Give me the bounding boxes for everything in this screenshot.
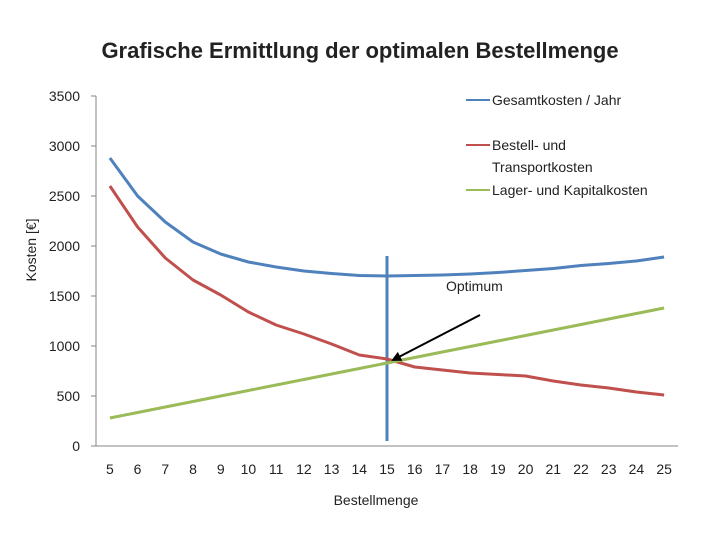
series-line-1: [108, 157, 665, 278]
x-tick-label: 18: [462, 461, 478, 477]
x-tick-label: 24: [629, 461, 645, 477]
x-axis: 5 6 7 8 9 10 11 12 13 14 15 16 17 18 19 20 21 22 23 24 25: [96, 445, 678, 477]
x-tick-label: 17: [435, 461, 451, 477]
y-tick-label: 500: [57, 388, 81, 404]
x-tick-label: 22: [573, 461, 589, 477]
y-tick-label: 2000: [49, 238, 80, 254]
x-tick-label: 7: [161, 461, 169, 477]
x-tick-label: 14: [351, 461, 367, 477]
legend-label: Gesamtkosten / Jahr: [492, 92, 622, 108]
x-tick-label: 16: [407, 461, 423, 477]
x-tick-label: 8: [189, 461, 197, 477]
series-layer: [108, 157, 665, 420]
chart-title: Grafische Ermittlung der optimalen Beste…: [101, 38, 619, 63]
y-tick-label: 2500: [49, 188, 80, 204]
x-tick-label: 15: [379, 461, 395, 477]
y-axis-title: Kosten [€]: [23, 218, 39, 281]
x-tick-label: 9: [217, 461, 225, 477]
legend-label: Bestell- und: [492, 137, 566, 153]
x-tick-label: 21: [545, 461, 561, 477]
annotation-layer: Optimum: [391, 278, 503, 361]
x-tick-label: 12: [296, 461, 312, 477]
x-tick-label: 19: [490, 461, 506, 477]
x-tick-label: 5: [106, 461, 114, 477]
y-tick-label: 0: [72, 438, 80, 454]
optimum-arrow: [391, 314, 481, 361]
legend-label: Transportkosten: [492, 159, 593, 175]
y-tick-label: 3500: [49, 88, 80, 104]
x-tick-label: 10: [241, 461, 257, 477]
x-tick-label: 6: [134, 461, 142, 477]
y-tick-label: 1000: [49, 338, 80, 354]
y-axis: 0 500 1000 1500 2000 2500 3000 3500: [49, 88, 97, 454]
y-tick-label: 3000: [49, 138, 80, 154]
x-tick-label: 11: [269, 461, 284, 477]
x-tick-label: 23: [601, 461, 617, 477]
x-axis-title: Bestellmenge: [334, 492, 419, 508]
x-tick-label: 25: [656, 461, 672, 477]
y-tick-label: 1500: [49, 288, 80, 304]
x-tick-label: 13: [324, 461, 340, 477]
legend-label: Lager- und Kapitalkosten: [492, 182, 648, 198]
optimum-label: Optimum: [446, 278, 503, 294]
legend: Gesamtkosten / Jahr Bestell- und Transport…: [461, 88, 679, 208]
legend-box: [461, 88, 679, 208]
series-line-3: [109, 306, 665, 420]
series-line-2: [108, 185, 665, 397]
x-tick-label: 20: [518, 461, 534, 477]
